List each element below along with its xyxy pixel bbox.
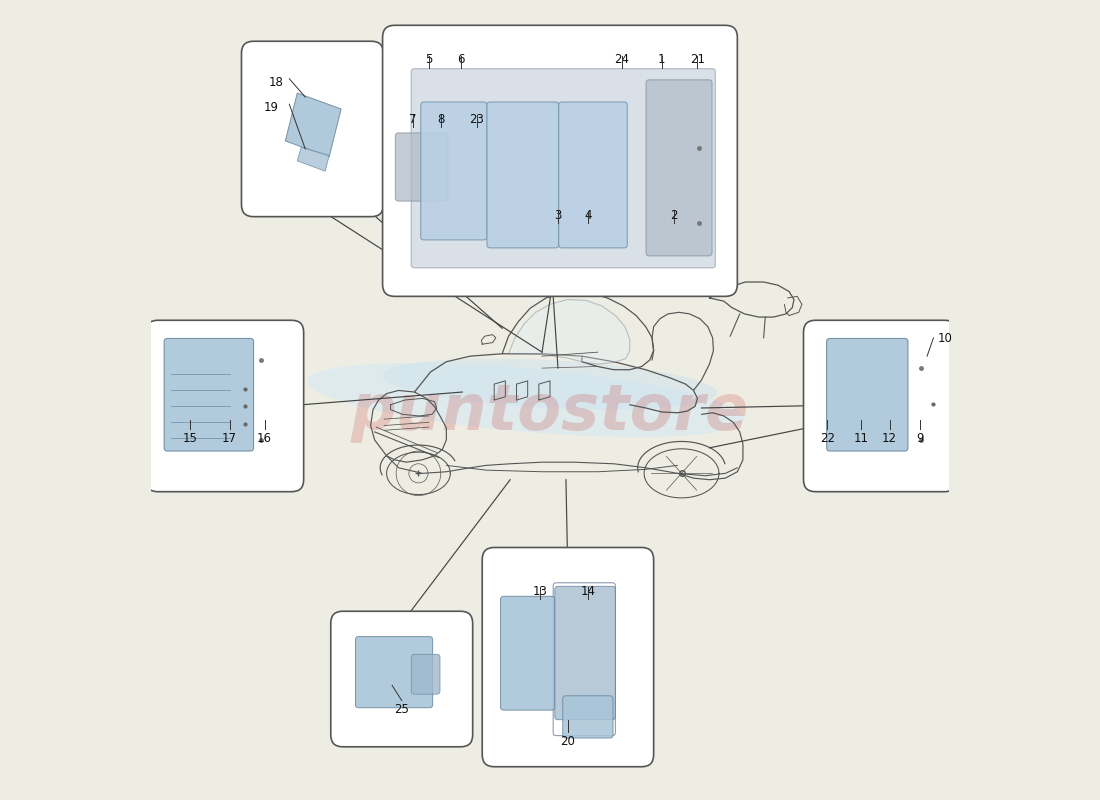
Text: 2: 2 <box>670 209 678 222</box>
FancyBboxPatch shape <box>646 80 712 256</box>
Text: 14: 14 <box>581 585 596 598</box>
FancyBboxPatch shape <box>383 26 737 296</box>
Text: 4: 4 <box>584 209 592 222</box>
FancyBboxPatch shape <box>421 102 487 240</box>
FancyBboxPatch shape <box>826 338 908 451</box>
FancyBboxPatch shape <box>411 69 715 268</box>
Text: 17: 17 <box>222 432 236 445</box>
Text: 21: 21 <box>690 54 705 66</box>
Text: 25: 25 <box>394 703 409 716</box>
FancyBboxPatch shape <box>559 102 627 248</box>
FancyBboxPatch shape <box>411 654 440 694</box>
Text: 18: 18 <box>268 75 283 89</box>
FancyBboxPatch shape <box>164 338 254 451</box>
Polygon shape <box>297 147 329 171</box>
Text: puntostore: puntostore <box>351 381 749 443</box>
FancyBboxPatch shape <box>331 611 473 746</box>
Text: 15: 15 <box>183 432 197 445</box>
Text: 12: 12 <box>882 432 898 445</box>
Text: 8: 8 <box>437 113 444 126</box>
Polygon shape <box>285 93 341 157</box>
Ellipse shape <box>383 358 717 410</box>
FancyBboxPatch shape <box>482 547 653 766</box>
FancyBboxPatch shape <box>487 102 559 248</box>
Text: 11: 11 <box>854 432 868 445</box>
FancyBboxPatch shape <box>554 586 615 720</box>
FancyBboxPatch shape <box>355 637 432 708</box>
Text: 20: 20 <box>560 735 575 748</box>
Text: 13: 13 <box>534 585 548 598</box>
FancyBboxPatch shape <box>500 596 554 710</box>
FancyBboxPatch shape <box>563 696 613 738</box>
Text: 19: 19 <box>264 101 278 114</box>
Text: 16: 16 <box>257 432 272 445</box>
Text: 10: 10 <box>937 332 953 346</box>
Text: 7: 7 <box>409 113 417 126</box>
Text: 3: 3 <box>554 209 562 222</box>
Text: 22: 22 <box>820 432 835 445</box>
Text: 6: 6 <box>456 54 464 66</box>
Text: 23: 23 <box>470 113 484 126</box>
FancyBboxPatch shape <box>803 320 957 492</box>
Polygon shape <box>508 299 629 364</box>
Text: 9: 9 <box>916 432 924 445</box>
FancyBboxPatch shape <box>146 320 304 492</box>
FancyBboxPatch shape <box>395 133 448 201</box>
Text: 24: 24 <box>614 54 629 66</box>
FancyBboxPatch shape <box>242 42 384 217</box>
Text: 5: 5 <box>425 54 432 66</box>
Text: 1: 1 <box>658 54 666 66</box>
Ellipse shape <box>308 363 745 437</box>
